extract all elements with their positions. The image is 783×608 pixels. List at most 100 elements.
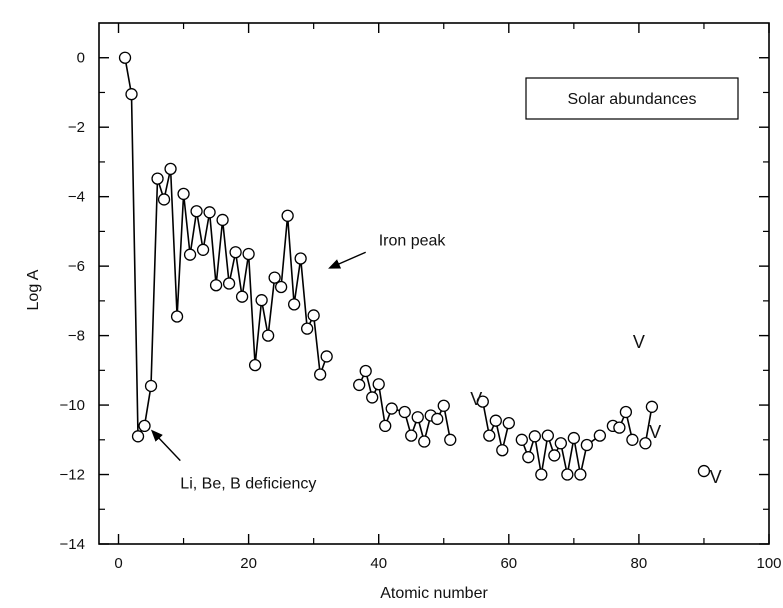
data-point <box>125 88 138 101</box>
data-point <box>274 280 288 294</box>
data-point <box>444 433 457 446</box>
data-point <box>118 51 132 64</box>
data-point <box>255 294 268 307</box>
annotation-label: Li, Be, B deficiency <box>180 475 316 492</box>
data-point <box>489 414 502 427</box>
data-point <box>281 209 294 222</box>
x-tick-label: 100 <box>756 555 781 572</box>
data-point <box>476 395 489 408</box>
v-marker: V <box>470 389 482 409</box>
data-point <box>131 430 145 443</box>
annotations: V V V V Iron peak Li, Be, B deficiency <box>150 232 722 492</box>
data-point <box>554 437 567 450</box>
data-point <box>372 378 385 391</box>
data-point <box>242 247 255 261</box>
data-point <box>170 310 184 323</box>
data-point <box>294 252 307 265</box>
data-point <box>619 405 633 419</box>
data-point <box>574 468 587 481</box>
y-tick-label: −10 <box>60 397 85 414</box>
y-axis-label: Log A <box>25 269 42 310</box>
data-point <box>268 271 281 284</box>
data-point <box>437 399 450 412</box>
data-point <box>515 433 528 446</box>
data-point <box>541 429 554 442</box>
x-tick-label: 20 <box>240 555 257 572</box>
data-point <box>138 419 151 433</box>
data-point <box>320 350 333 363</box>
data-point <box>567 431 581 445</box>
data-point <box>645 400 659 413</box>
data-point <box>157 193 171 206</box>
x-tick-label: 80 <box>631 555 648 572</box>
data-point <box>580 438 594 452</box>
data-point <box>548 449 561 462</box>
v-marker: V <box>649 422 661 442</box>
y-tick-label: −2 <box>68 119 85 136</box>
data-point <box>209 279 223 292</box>
data-series <box>118 51 711 481</box>
data-point <box>528 430 541 443</box>
data-point <box>483 429 496 442</box>
data-point <box>216 213 229 227</box>
data-point <box>307 309 320 322</box>
data-point <box>196 243 210 256</box>
data-point <box>522 451 535 464</box>
legend-box <box>525 77 739 120</box>
y-tick-label: 0 <box>77 50 85 67</box>
data-point <box>535 468 548 481</box>
data-point <box>405 429 418 442</box>
data-point <box>203 206 216 219</box>
legend-label: Solar abundances <box>568 91 697 108</box>
data-point <box>385 402 398 415</box>
data-point <box>248 358 262 372</box>
series-line <box>124 57 328 440</box>
data-point <box>379 419 392 433</box>
series-line <box>644 406 653 444</box>
y-tick-label: −6 <box>68 258 85 275</box>
y-tick-label: −12 <box>60 467 85 484</box>
x-tick-label: 60 <box>500 555 517 572</box>
y-tick-label: −8 <box>68 328 85 345</box>
data-point <box>164 162 177 176</box>
data-point <box>398 405 411 419</box>
x-tick-label: 40 <box>370 555 387 572</box>
v-marker: V <box>710 467 722 487</box>
annotation-arrow <box>328 251 366 269</box>
data-point <box>301 322 314 335</box>
data-point <box>190 205 203 218</box>
data-point <box>177 187 190 201</box>
data-point <box>496 444 509 457</box>
legend: Solar abundances <box>525 77 739 120</box>
data-point <box>411 411 424 424</box>
data-point <box>222 277 236 290</box>
plot-frame <box>98 22 770 545</box>
data-point <box>353 378 366 392</box>
data-point <box>366 391 379 404</box>
data-point <box>431 412 444 426</box>
data-point <box>418 435 431 448</box>
data-point <box>314 368 327 381</box>
x-axis-label: Atomic number <box>380 585 488 602</box>
data-point <box>561 468 574 481</box>
data-point <box>183 248 197 261</box>
data-point <box>359 364 372 378</box>
data-point <box>229 246 242 259</box>
annotation-label: Iron peak <box>379 232 447 249</box>
v-marker: V <box>633 332 645 352</box>
y-tick-label: −4 <box>68 189 85 206</box>
data-point <box>261 329 275 342</box>
data-point <box>235 290 249 303</box>
data-point <box>287 298 301 311</box>
data-point <box>626 433 639 446</box>
data-point <box>697 464 711 478</box>
axis-ticks: 0 −2 −4 −6 −8 −10 −12 −14 0 20 40 60 80 100 <box>60 23 782 572</box>
x-tick-label: 0 <box>114 555 122 572</box>
data-point <box>593 429 607 442</box>
y-tick-label: −14 <box>60 536 85 553</box>
data-point <box>639 437 652 450</box>
data-point <box>144 379 158 393</box>
annotation-arrow <box>150 429 181 462</box>
data-point <box>502 416 515 430</box>
